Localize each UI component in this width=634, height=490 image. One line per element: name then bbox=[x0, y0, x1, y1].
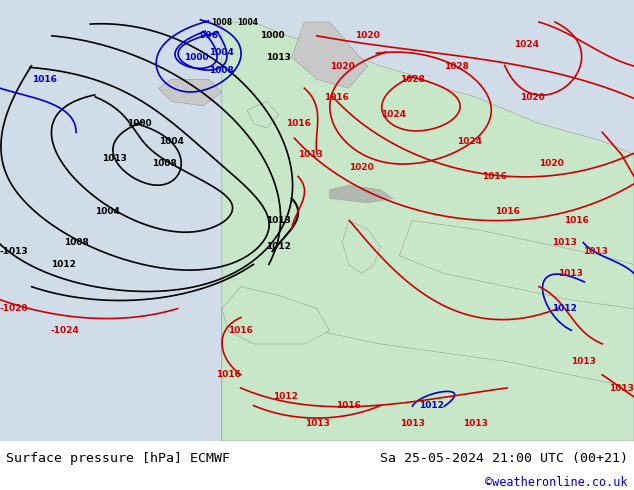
Polygon shape bbox=[330, 185, 393, 203]
Text: 1013: 1013 bbox=[609, 384, 634, 392]
Text: 1016: 1016 bbox=[336, 401, 361, 410]
Polygon shape bbox=[158, 79, 222, 106]
Text: -1024: -1024 bbox=[51, 326, 79, 335]
Text: 1016: 1016 bbox=[228, 326, 254, 335]
Text: 1020: 1020 bbox=[539, 159, 564, 168]
Polygon shape bbox=[292, 22, 368, 88]
Text: 1013: 1013 bbox=[583, 247, 609, 256]
Polygon shape bbox=[222, 309, 634, 441]
Text: 1008: 1008 bbox=[152, 159, 178, 168]
Text: 1004: 1004 bbox=[209, 49, 235, 57]
Text: 1013: 1013 bbox=[266, 53, 292, 62]
Text: Surface pressure [hPa] ECMWF: Surface pressure [hPa] ECMWF bbox=[6, 452, 230, 465]
Text: 1024: 1024 bbox=[380, 110, 406, 119]
Polygon shape bbox=[342, 220, 380, 273]
Text: 1012: 1012 bbox=[266, 243, 292, 251]
Text: -1020: -1020 bbox=[0, 304, 29, 313]
Text: 1016: 1016 bbox=[216, 370, 241, 379]
Polygon shape bbox=[222, 287, 330, 344]
Text: -1013: -1013 bbox=[0, 247, 29, 256]
Text: 1013: 1013 bbox=[463, 419, 488, 428]
Text: 1013: 1013 bbox=[266, 216, 292, 225]
Text: 1016: 1016 bbox=[323, 93, 349, 101]
Text: 1028: 1028 bbox=[399, 75, 425, 84]
Text: 1020: 1020 bbox=[330, 62, 355, 71]
Text: 1012: 1012 bbox=[51, 260, 76, 269]
Polygon shape bbox=[247, 101, 279, 128]
Text: 1000: 1000 bbox=[261, 31, 285, 40]
Text: 1016: 1016 bbox=[564, 216, 590, 225]
Text: 1008: 1008 bbox=[63, 238, 89, 247]
Text: 1013: 1013 bbox=[101, 154, 127, 163]
Text: 1004: 1004 bbox=[95, 207, 120, 216]
Text: 1024: 1024 bbox=[456, 137, 482, 146]
Text: 1020: 1020 bbox=[355, 31, 380, 40]
Text: 1012: 1012 bbox=[273, 392, 298, 401]
Text: 996: 996 bbox=[200, 31, 219, 40]
Text: Sa 25-05-2024 21:00 UTC (00+21): Sa 25-05-2024 21:00 UTC (00+21) bbox=[380, 452, 628, 465]
Polygon shape bbox=[399, 220, 634, 309]
Text: 1016: 1016 bbox=[482, 172, 507, 181]
Text: ©weatheronline.co.uk: ©weatheronline.co.uk bbox=[485, 476, 628, 489]
Text: 1000: 1000 bbox=[184, 53, 209, 62]
Polygon shape bbox=[222, 22, 634, 441]
Text: 1013: 1013 bbox=[304, 419, 330, 428]
Text: 1013: 1013 bbox=[298, 150, 323, 159]
Text: 1004: 1004 bbox=[236, 18, 258, 26]
Text: 1016: 1016 bbox=[285, 119, 311, 128]
Text: 1000: 1000 bbox=[127, 119, 152, 128]
Text: 1008: 1008 bbox=[209, 66, 235, 75]
Text: 1004: 1004 bbox=[158, 137, 184, 146]
Text: 1013: 1013 bbox=[399, 419, 425, 428]
Text: 1028: 1028 bbox=[444, 62, 469, 71]
Text: 1012: 1012 bbox=[552, 304, 577, 313]
Text: 1013: 1013 bbox=[552, 238, 577, 247]
Text: 1020: 1020 bbox=[349, 163, 374, 172]
Text: 1013: 1013 bbox=[571, 357, 596, 366]
Text: 1020: 1020 bbox=[520, 93, 545, 101]
Text: 1024: 1024 bbox=[514, 40, 539, 49]
Text: 1016: 1016 bbox=[32, 75, 57, 84]
Text: 1012: 1012 bbox=[418, 401, 444, 410]
Text: 1016: 1016 bbox=[495, 207, 520, 216]
Text: 1008: 1008 bbox=[211, 18, 233, 26]
Text: 1013: 1013 bbox=[558, 269, 583, 278]
